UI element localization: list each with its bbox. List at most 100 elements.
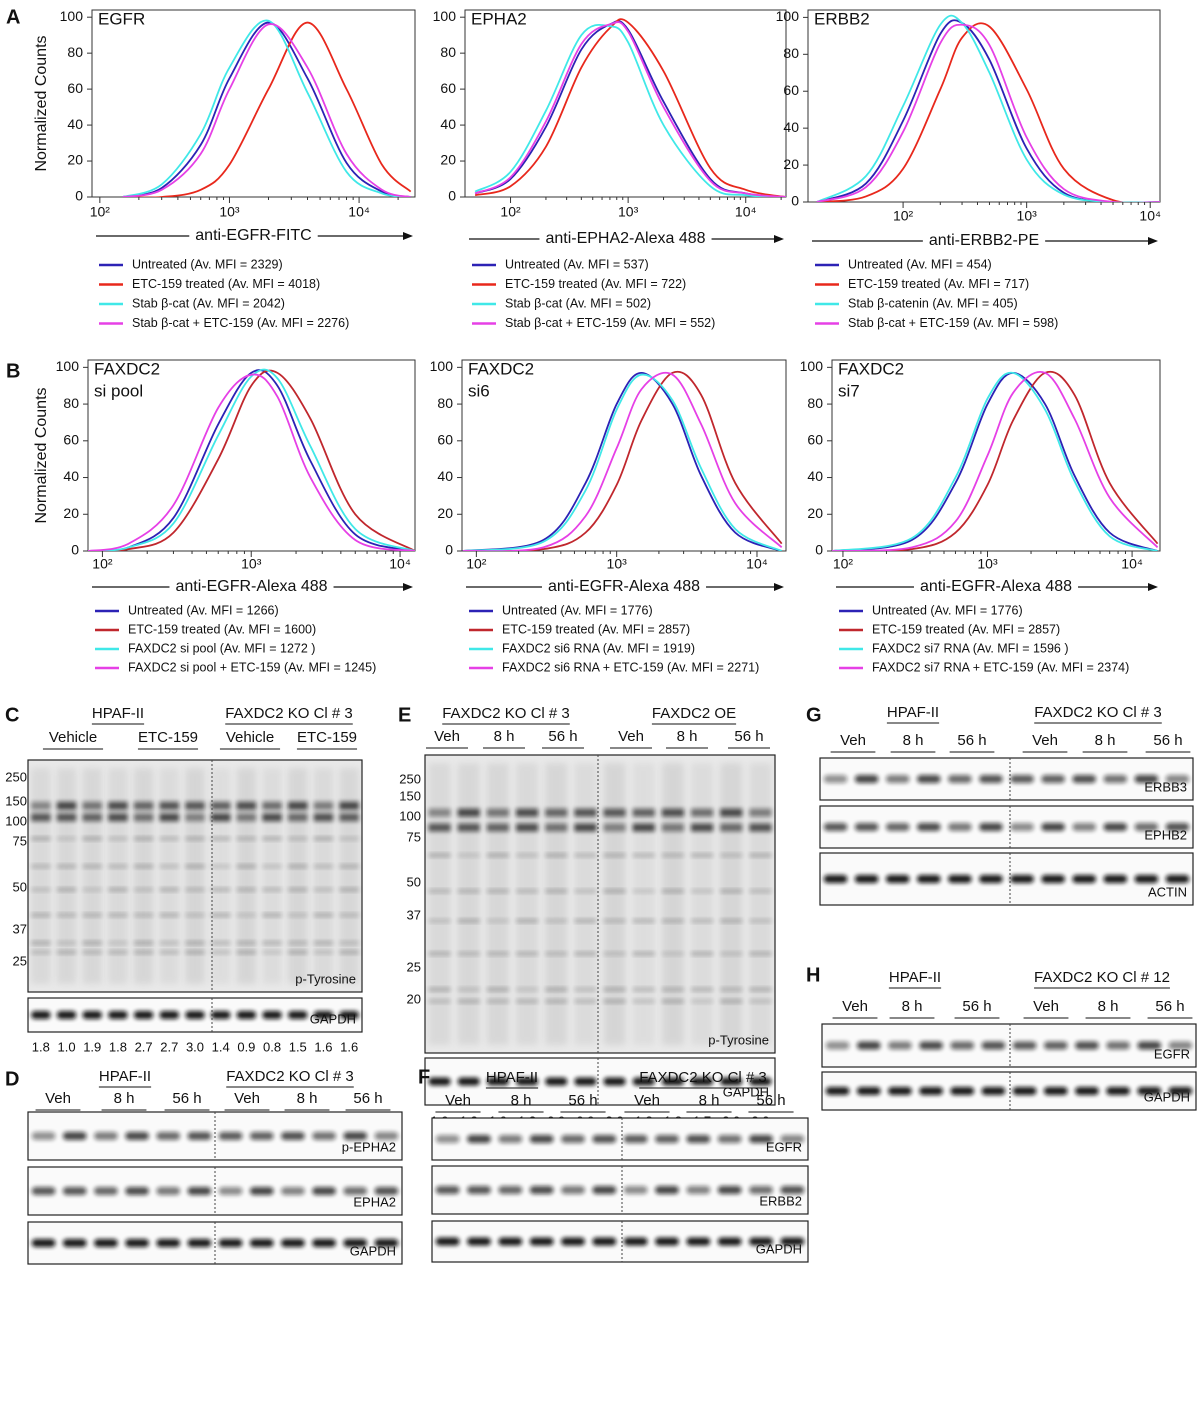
- band: [313, 1011, 334, 1019]
- band: [661, 823, 684, 832]
- quantification: 1.9: [83, 1039, 101, 1054]
- quantification: 1.8: [32, 1039, 50, 1054]
- band: [574, 823, 597, 832]
- band: [655, 1237, 679, 1246]
- band: [133, 813, 154, 822]
- band: [825, 1041, 850, 1050]
- band: [749, 1237, 773, 1246]
- band: [1165, 823, 1190, 831]
- band: [498, 1186, 523, 1194]
- band: [516, 987, 539, 992]
- y-tick-label: 100: [430, 358, 454, 374]
- x-tick-label: 10³: [618, 204, 639, 220]
- band: [249, 1132, 274, 1140]
- lane-smear: [516, 763, 539, 1045]
- y-tick-label: 60: [63, 432, 79, 448]
- band: [655, 1186, 679, 1194]
- band: [632, 918, 655, 923]
- band: [823, 775, 848, 783]
- band: [185, 801, 205, 810]
- band: [156, 1132, 181, 1140]
- band: [133, 836, 154, 841]
- legend-label: ETC-159 treated (Av. MFI = 2857): [502, 622, 690, 636]
- band: [159, 950, 180, 955]
- group-label: FAXDC2 KO Cl # 3: [1034, 704, 1162, 721]
- x-tick-label: 10⁴: [1121, 556, 1143, 572]
- band: [603, 951, 626, 956]
- panel-letter: B: [6, 360, 20, 382]
- condition-label: 8 h: [677, 728, 698, 745]
- band: [133, 940, 154, 945]
- marker-label: 250: [5, 769, 27, 784]
- band: [1168, 1041, 1193, 1050]
- x-axis-label: anti-EPHA2-Alexa 488: [545, 230, 705, 247]
- condition-label: 56 h: [353, 1090, 382, 1107]
- legend-label: ETC-159 treated (Av. MFI = 717): [848, 277, 1029, 291]
- band: [632, 987, 655, 992]
- histogram-line: [88, 368, 415, 551]
- band: [1106, 1087, 1130, 1095]
- band: [56, 1011, 77, 1019]
- band: [210, 913, 231, 918]
- histogram-line: [832, 371, 1158, 551]
- condition-label: Veh: [1032, 732, 1058, 749]
- band: [339, 887, 359, 892]
- y-tick-label: 100: [56, 358, 80, 374]
- quantification: 1.6: [340, 1039, 358, 1054]
- band: [125, 1187, 149, 1195]
- band: [313, 940, 334, 945]
- y-axis-label: Normalized Counts: [33, 35, 50, 171]
- band: [185, 813, 205, 822]
- band: [717, 1135, 742, 1143]
- histogram-line: [474, 21, 786, 197]
- blot-label: EGFR: [766, 1139, 802, 1154]
- band: [780, 1135, 805, 1143]
- band: [529, 1237, 554, 1246]
- band: [262, 1011, 282, 1019]
- band: [185, 950, 205, 955]
- band: [632, 999, 655, 1004]
- band: [31, 1011, 51, 1019]
- arrow-head: [403, 583, 413, 591]
- band: [56, 940, 77, 945]
- quantification: 1.6: [314, 1039, 332, 1054]
- band: [210, 813, 231, 822]
- band: [428, 808, 451, 817]
- y-tick-label: 80: [63, 395, 79, 411]
- y-tick-label: 80: [783, 45, 799, 61]
- band: [428, 889, 451, 894]
- x-tick-label: 10³: [607, 556, 628, 572]
- band: [31, 1132, 56, 1140]
- band: [467, 1186, 491, 1194]
- band: [262, 836, 282, 841]
- band: [749, 951, 772, 956]
- band: [749, 823, 772, 832]
- condition-label: 56 h: [962, 998, 991, 1015]
- legend-label: Stab β-cat + ETC-159 (Av. MFI = 598): [848, 316, 1058, 330]
- condition-label: Veh: [634, 1092, 660, 1109]
- x-tick-label: 10⁴: [1139, 208, 1161, 224]
- band: [288, 913, 308, 918]
- band: [108, 950, 128, 955]
- x-tick-label: 10²: [90, 204, 111, 220]
- band: [574, 918, 597, 923]
- group-label: FAXDC2 KO Cl # 12: [1034, 969, 1170, 986]
- band: [720, 808, 743, 817]
- band: [281, 1132, 305, 1140]
- band: [159, 864, 180, 869]
- band: [720, 823, 743, 832]
- x-tick-label: 10²: [466, 556, 487, 572]
- band: [236, 913, 257, 918]
- condition-label: 8 h: [902, 998, 923, 1015]
- band: [343, 1239, 368, 1247]
- band: [262, 813, 282, 822]
- band: [632, 889, 655, 894]
- legend-label: FAXDC2 si6 RNA (Av. MFI = 1919): [502, 641, 695, 655]
- band: [823, 875, 848, 883]
- band: [1168, 1087, 1193, 1095]
- band: [313, 801, 334, 810]
- band: [545, 918, 568, 923]
- marker-label: 37: [13, 921, 27, 936]
- legend-label: Stab β-cat + ETC-159 (Av. MFI = 2276): [132, 316, 349, 330]
- band: [950, 1041, 975, 1050]
